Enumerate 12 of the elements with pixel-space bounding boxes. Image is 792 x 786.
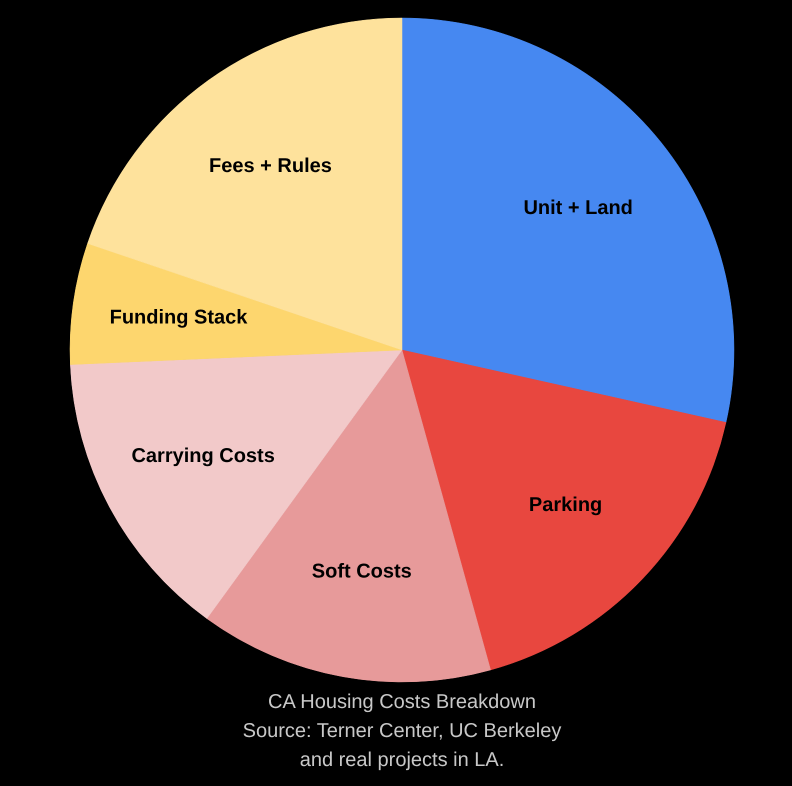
slice-label: Parking bbox=[528, 494, 602, 516]
slice-label: Unit + Land bbox=[523, 197, 633, 220]
text: CA Housing Costs Breakdown bbox=[268, 691, 536, 713]
slice-label: Soft Costs bbox=[312, 560, 412, 582]
text: and real projects in LA. bbox=[300, 749, 504, 771]
pie-slice bbox=[402, 18, 734, 423]
slice-label: Funding Stack bbox=[110, 306, 248, 328]
pie-slice bbox=[70, 243, 402, 365]
slice-label: Carrying Costs bbox=[131, 445, 275, 468]
pie-slice bbox=[87, 18, 402, 350]
slice-label: Fees + Rules bbox=[209, 154, 332, 177]
source-note: Source: Terner Center, UC Berkeley bbox=[242, 720, 562, 742]
